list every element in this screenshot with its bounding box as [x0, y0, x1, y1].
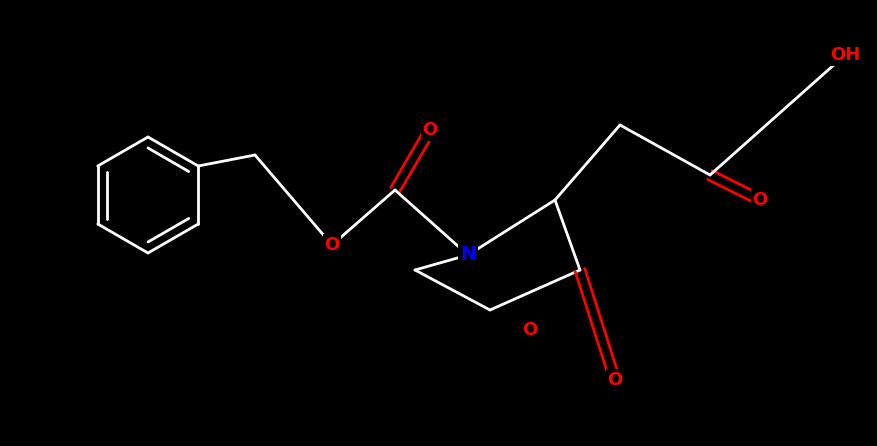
Text: O: O: [608, 371, 623, 389]
Text: O: O: [752, 191, 767, 209]
Text: O: O: [523, 321, 538, 339]
Text: N: N: [460, 245, 476, 264]
Text: OH: OH: [830, 46, 860, 64]
Text: O: O: [423, 121, 438, 139]
Text: O: O: [324, 236, 339, 254]
